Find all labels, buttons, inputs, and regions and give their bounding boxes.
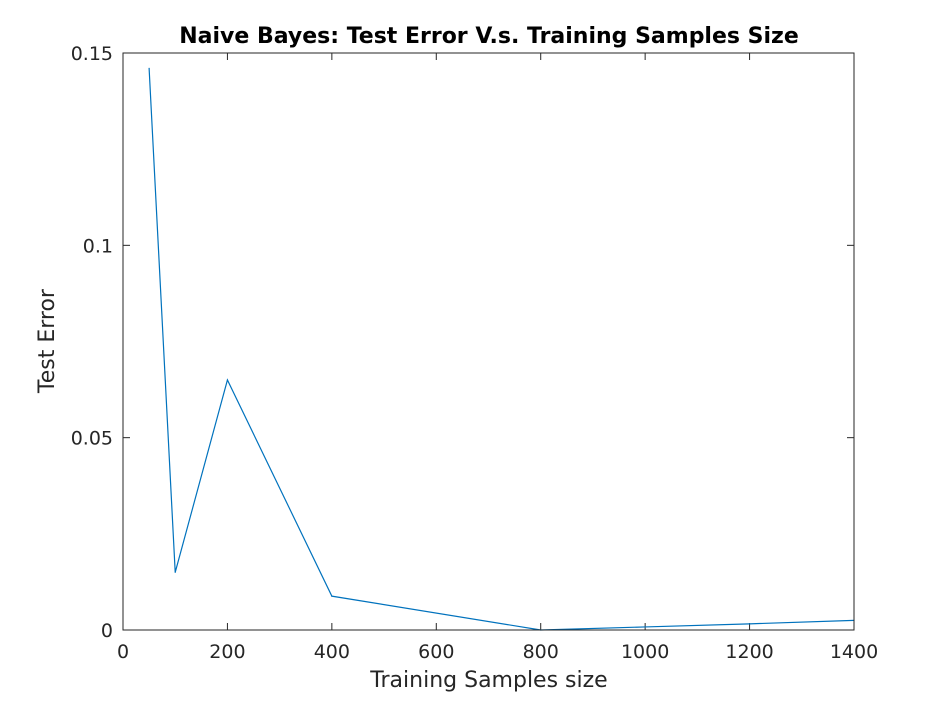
data-point xyxy=(174,571,176,573)
x-tick-label: 1400 xyxy=(830,641,878,663)
y-tick-label: 0.05 xyxy=(71,428,113,450)
x-tick-label: 600 xyxy=(418,641,454,663)
data-point xyxy=(148,67,150,69)
x-tick-label: 800 xyxy=(523,641,559,663)
y-tick-label: 0.1 xyxy=(83,235,113,257)
x-axis-label: Training Samples size xyxy=(369,668,607,693)
x-tick-label: 400 xyxy=(314,641,350,663)
x-tick-label: 0 xyxy=(117,641,129,663)
data-point xyxy=(331,595,333,597)
series-line xyxy=(148,68,855,631)
y-axis-label: Test Error xyxy=(35,288,60,394)
x-tick-label: 1000 xyxy=(621,641,669,663)
axes-box xyxy=(122,52,855,631)
y-tick-label: 0 xyxy=(101,620,113,642)
plot-area xyxy=(123,53,854,630)
chart-title: Naive Bayes: Test Error V.s. Training Sa… xyxy=(179,24,799,49)
tick-labels: 0 200 400 600 800 1000 1200 1400 0 0.05 0.1 0.15 xyxy=(71,43,878,663)
x-tick-label: 200 xyxy=(209,641,245,663)
data-point xyxy=(748,623,751,625)
data-point xyxy=(226,379,229,381)
y-tick-label: 0.15 xyxy=(71,43,113,65)
x-tick-label: 1200 xyxy=(725,641,773,663)
data-point xyxy=(644,626,646,628)
